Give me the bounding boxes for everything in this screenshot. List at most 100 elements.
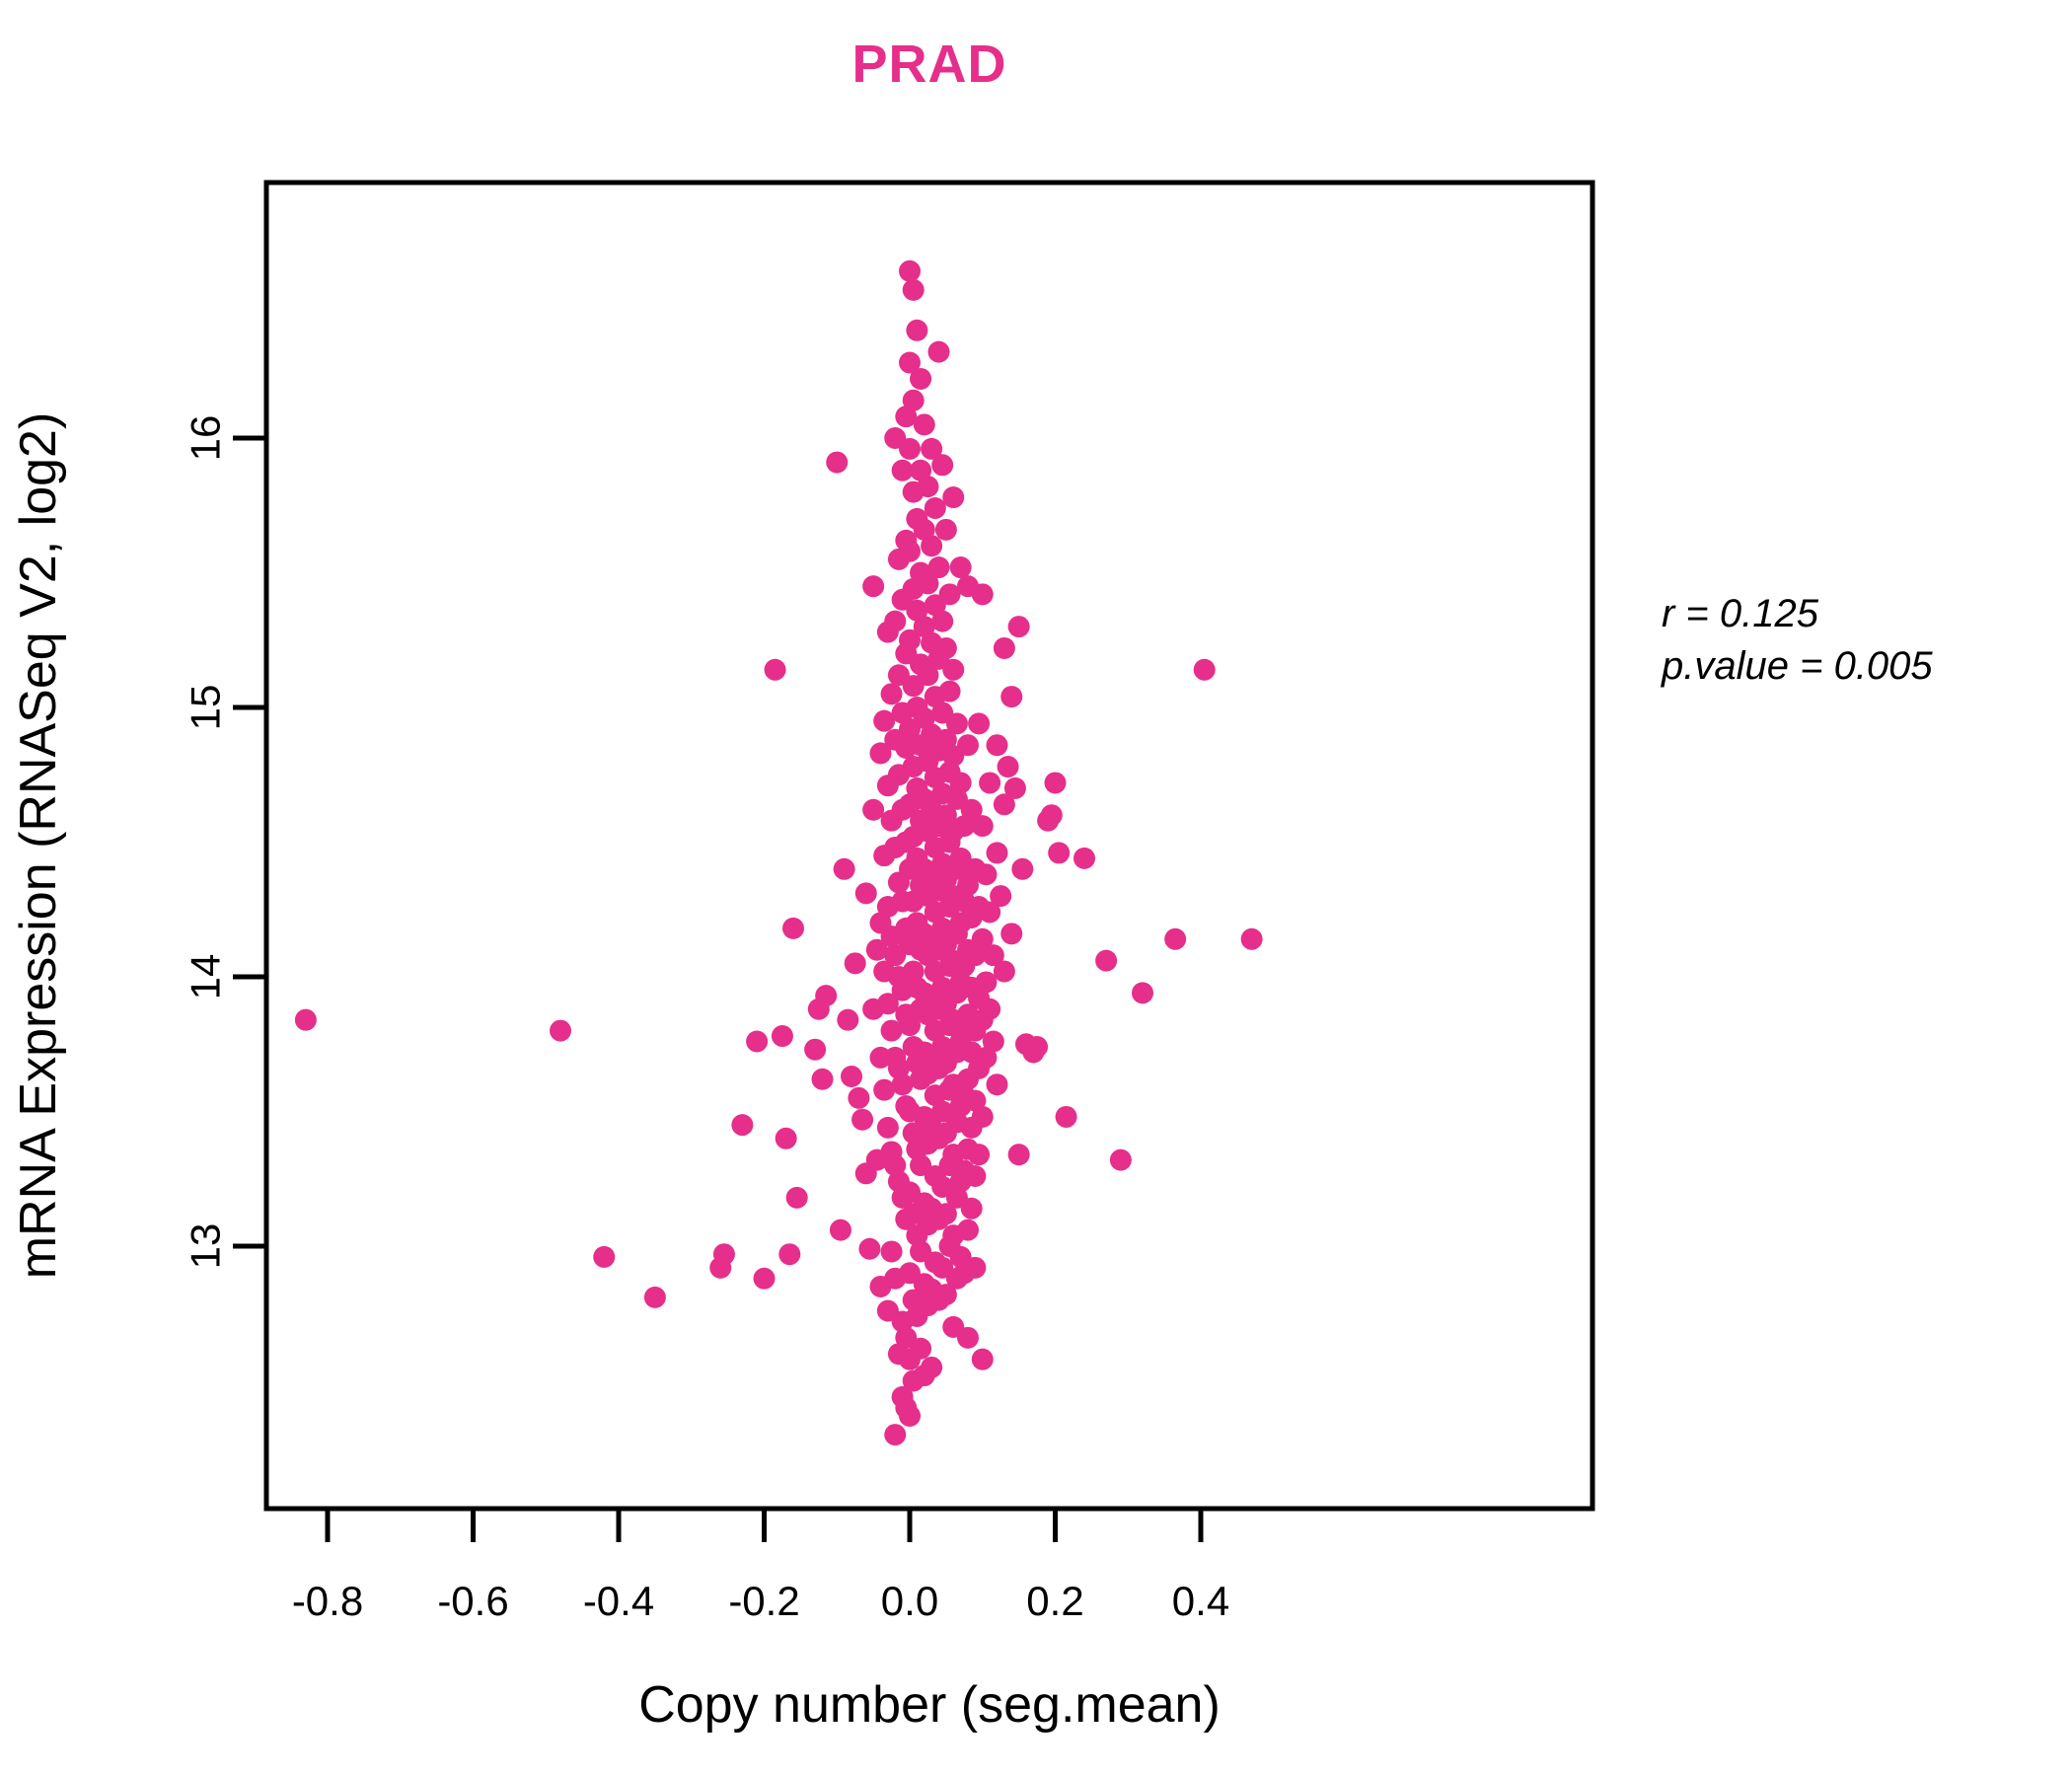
data-point [899, 1014, 921, 1037]
x-axis-title: Copy number (seg.mean) [638, 1676, 1221, 1734]
data-point [891, 459, 914, 481]
data-point [993, 793, 1015, 816]
data-point [891, 1073, 914, 1096]
data-point [938, 583, 961, 606]
page-title: PRAD [851, 35, 1007, 94]
data-point [971, 1348, 994, 1370]
data-point [899, 629, 921, 651]
data-point [887, 1057, 910, 1079]
data-point [829, 1219, 851, 1241]
data-point [934, 728, 957, 751]
data-point [895, 406, 918, 428]
data-point [975, 971, 998, 994]
data-point [1003, 777, 1026, 799]
data-point [913, 706, 935, 729]
data-point [949, 556, 972, 579]
data-point [1048, 842, 1071, 864]
data-point [979, 998, 1001, 1020]
data-point [910, 367, 932, 390]
data-point [858, 1237, 881, 1260]
data-point [1011, 857, 1034, 880]
data-point [844, 952, 866, 975]
x-axis: -0.8 -0.6 -0.4 -0.2 0.0 0.2 0.4 [292, 1509, 1229, 1624]
correlation-p-text: p.value = 0.005 [1662, 643, 1933, 688]
data-point [1109, 1148, 1132, 1171]
data-point [971, 1105, 994, 1128]
data-point [934, 1203, 957, 1225]
data-point [913, 413, 935, 436]
data-point [804, 1038, 827, 1061]
data-point [934, 636, 957, 659]
data-point [848, 1086, 870, 1109]
data-point [986, 734, 1008, 757]
data-point [854, 882, 877, 905]
y-axis-title: mRNA Expression (RNASeq V2, log2) [10, 412, 67, 1280]
data-point [906, 599, 928, 622]
data-point [643, 1286, 666, 1308]
data-point [910, 459, 932, 481]
data-point [993, 636, 1015, 659]
data-point [917, 476, 939, 498]
data-point [593, 1245, 616, 1268]
data-point [964, 1256, 987, 1279]
data-point [826, 451, 849, 474]
data-point [880, 683, 903, 705]
data-point [906, 319, 928, 341]
data-point [957, 1219, 979, 1241]
data-point [1026, 1035, 1049, 1058]
data-point [837, 1008, 859, 1031]
data-point [811, 1068, 834, 1090]
data-point [982, 1030, 1004, 1053]
data-point [851, 1108, 874, 1131]
data-point [979, 772, 1001, 794]
data-point [1095, 949, 1118, 972]
data-point [841, 1066, 862, 1088]
data-point [294, 1008, 317, 1031]
data-point [931, 610, 954, 632]
data-point [917, 664, 939, 687]
data-point [785, 1186, 808, 1209]
data-points [294, 259, 1263, 1446]
data-point [971, 927, 994, 950]
x-tick-label: -0.2 [728, 1578, 799, 1624]
data-point [862, 798, 885, 821]
data-point [927, 556, 950, 579]
data-point [1055, 1105, 1077, 1128]
data-point [921, 437, 943, 460]
data-point [942, 486, 965, 509]
data-point [1000, 686, 1023, 708]
data-point [869, 742, 892, 765]
x-tick-label: -0.8 [292, 1578, 363, 1624]
correlation-annotation: r = 0.125 p.value = 0.005 [1662, 588, 1933, 693]
data-point [931, 454, 954, 477]
data-point [964, 944, 987, 967]
data-point [927, 340, 950, 363]
y-tick-label: 15 [183, 685, 229, 731]
data-point [873, 1078, 896, 1101]
data-point [960, 1197, 983, 1220]
data-point [899, 540, 921, 562]
data-point [865, 938, 888, 961]
data-point [957, 1326, 979, 1349]
data-point [964, 1165, 987, 1188]
data-point [975, 1046, 998, 1069]
x-tick-label: -0.6 [437, 1578, 508, 1624]
data-point [902, 389, 925, 411]
data-point [753, 1267, 776, 1290]
x-tick-label: 0.2 [1026, 1578, 1083, 1624]
data-point [986, 1073, 1008, 1096]
data-point [993, 960, 1015, 983]
x-tick-label: 0.0 [881, 1578, 938, 1624]
data-point [982, 944, 1004, 967]
data-point [884, 1424, 907, 1446]
data-point [1073, 847, 1095, 869]
data-point [921, 1356, 943, 1378]
data-point [815, 985, 838, 1007]
data-point [902, 278, 925, 301]
data-point [731, 1114, 754, 1137]
data-point [1132, 982, 1153, 1004]
x-tick-label: 0.4 [1172, 1578, 1229, 1624]
data-point [884, 610, 907, 632]
data-point [986, 842, 1008, 864]
